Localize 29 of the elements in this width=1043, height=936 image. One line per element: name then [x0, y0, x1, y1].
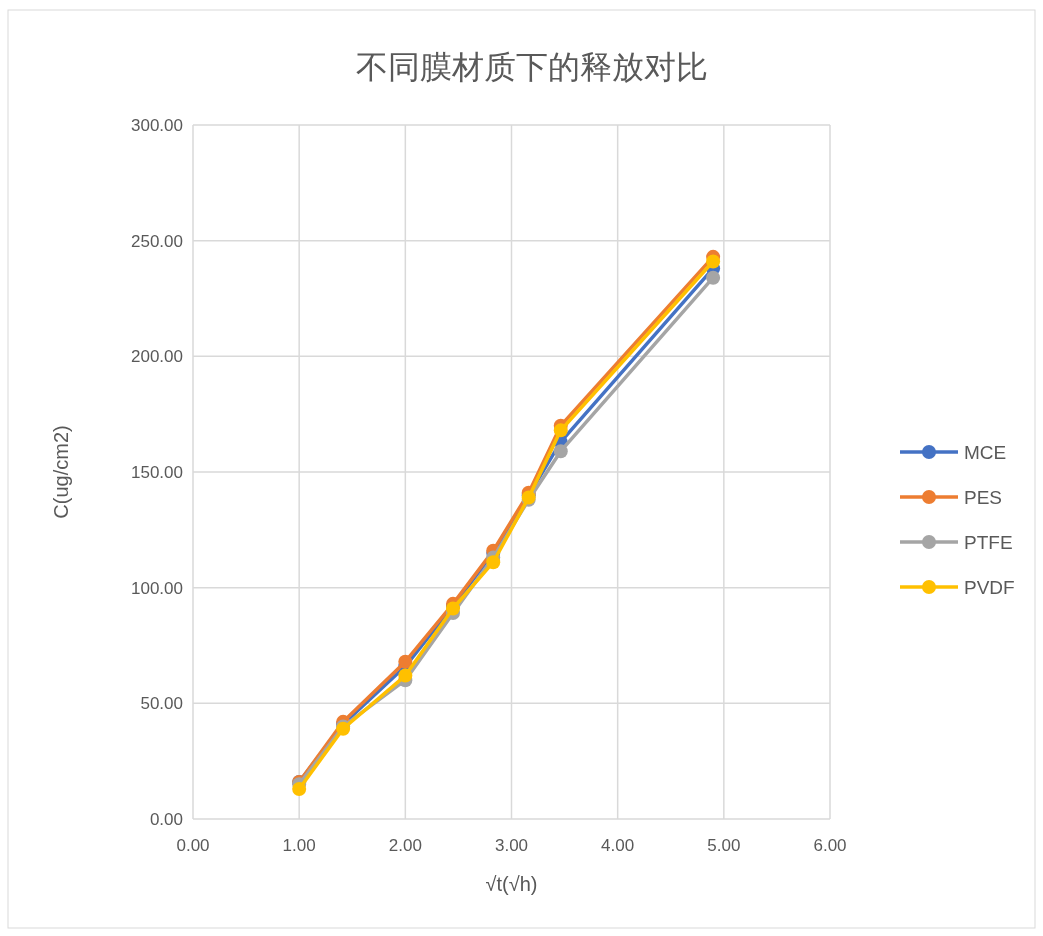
x-tick-label: 5.00 — [707, 836, 741, 855]
point — [706, 270, 721, 285]
y-tick-label: 50.00 — [140, 694, 183, 714]
y-tick-label: 100.00 — [131, 578, 183, 598]
y-axis-title: C(ug/cm2) — [50, 425, 72, 519]
x-axis-title: √t(√h) — [485, 873, 538, 895]
point — [292, 781, 307, 796]
legend-label: PTFE — [964, 532, 1013, 553]
point — [706, 254, 721, 269]
x-tick-label: 4.00 — [601, 836, 635, 855]
point — [553, 423, 568, 438]
x-tick-label: 2.00 — [388, 836, 422, 855]
legend-label: MCE — [964, 442, 1007, 463]
x-tick-label: 1.00 — [282, 836, 316, 855]
legend-label: PES — [964, 487, 1003, 508]
point — [398, 668, 413, 683]
x-tick-label: 6.00 — [813, 836, 847, 855]
y-tick-label: 250.00 — [131, 231, 183, 251]
x-tick-label: 0.00 — [176, 836, 210, 855]
chart-title: 不同膜材质下的释放对比 — [355, 49, 708, 85]
y-tick-label: 0.00 — [149, 810, 183, 829]
point — [398, 654, 413, 669]
point — [553, 444, 568, 459]
legend-label: PVDF — [964, 577, 1015, 598]
point — [486, 555, 501, 570]
y-tick-label: 200.00 — [131, 347, 183, 367]
x-tick-label: 3.00 — [494, 836, 529, 855]
y-tick-label: 150.00 — [131, 463, 183, 482]
y-tick-label: 300.00 — [131, 116, 183, 135]
